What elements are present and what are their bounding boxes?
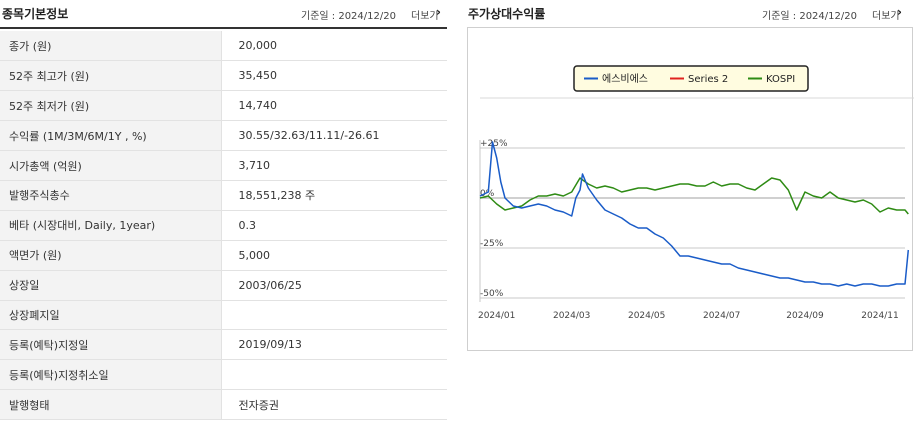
legend-label: Series 2 [688, 74, 728, 85]
more-link[interactable]: 더보기 [411, 11, 439, 22]
info-row-label: 발행형태 [0, 389, 222, 421]
info-row: 상장일 2003/06/25 [0, 270, 447, 301]
info-row-value: 5,000 [221, 240, 447, 271]
info-row-label: 상장폐지일 [0, 300, 222, 331]
info-row-value [221, 359, 447, 391]
info-row: 시가총액 (억원) 3,710 [0, 150, 447, 181]
x-tick-label: 2024/01 [478, 311, 515, 321]
info-row-value: 3,710 [221, 150, 447, 181]
base-date: 기준일 : 2024/12/20 [301, 11, 396, 22]
info-row: 52주 최고가 (원) 35,450 [0, 60, 447, 92]
series-line-2 [479, 177, 909, 215]
chart-legend [573, 65, 809, 92]
info-row: 수익률 (1M/3M/6M/1Y , %) 30.55/32.63/11.11/-… [0, 120, 447, 152]
x-tick-label: 2024/05 [628, 311, 665, 321]
info-row-label: 등록(예탁)지정취소일 [0, 359, 222, 391]
info-row-value: 14,740 [221, 90, 447, 122]
info-row: 상장폐지일 [0, 300, 447, 331]
info-row-value: 0.3 [221, 210, 447, 241]
stock-info-table: 종가 (원) 20,000 52주 최고가 (원) 35,450 52주 최저가 (원)… [0, 31, 447, 421]
info-row-value: 2019/09/13 [221, 329, 447, 361]
info-row: 등록(예탁)지정일 2019/09/13 [0, 329, 447, 361]
info-row: 베타 (시장대비, Daily, 1year) 0.3 [0, 210, 447, 241]
series-line-0 [479, 141, 910, 287]
stock-info-title: 종목기본정보 [2, 7, 69, 21]
info-row-value: 전자증권 [221, 389, 447, 421]
info-row-label: 베타 (시장대비, Daily, 1year) [0, 210, 222, 241]
info-row: 종가 (원) 20,000 [0, 31, 447, 62]
legend-label: 에스비에스 [602, 73, 648, 85]
relative-return-header: 주가상대수익률 기준일 : 2024/12/20 더보기 › [465, 0, 921, 25]
info-row-value: 18,551,238 주 [221, 180, 447, 211]
info-row-value: 35,450 [221, 60, 447, 92]
chart-canvas: +25% 0% -25% -50% 2024/01 2024/03 2024/05 2024/… [478, 65, 914, 321]
info-row: 발행주식총수 18,551,238 주 [0, 180, 447, 211]
info-row-label: 52주 최저가 (원) [0, 90, 222, 122]
chevron-right-icon[interactable]: › [897, 5, 902, 19]
x-tick-label: 2024/11 [861, 311, 898, 321]
x-tick-label: 2024/03 [553, 311, 590, 321]
info-row-value: 30.55/32.63/11.11/-26.61 [221, 120, 447, 152]
y-tick-label: 0% [480, 189, 495, 199]
relative-return-panel: 주가상대수익률 기준일 : 2024/12/20 더보기 › +25% 0% -25… [465, 0, 921, 428]
stock-info-panel: 종목기본정보 기준일 : 2024/12/20 더보기 › 종가 (원) 20,0… [0, 0, 447, 428]
info-row-label: 등록(예탁)지정일 [0, 329, 222, 361]
x-tick-label: 2024/07 [703, 311, 740, 321]
info-row-label: 발행주식총수 [0, 180, 222, 211]
chart-more-link[interactable]: 더보기 [872, 11, 900, 22]
info-row-value: 20,000 [221, 31, 447, 62]
info-row-label: 상장일 [0, 270, 222, 301]
relative-return-chart: +25% 0% -25% -50% 2024/01 2024/03 2024/05 2024/… [467, 27, 914, 351]
chart-base-date: 기준일 : 2024/12/20 [762, 11, 857, 22]
y-tick-label: -25% [480, 239, 504, 249]
info-row-value: 2003/06/25 [221, 270, 447, 301]
x-tick-label: 2024/09 [786, 311, 824, 321]
y-tick-label: -50% [480, 289, 504, 299]
info-row-value [221, 300, 447, 331]
info-row-label: 시가총액 (억원) [0, 150, 222, 181]
info-row-label: 수익률 (1M/3M/6M/1Y , %) [0, 120, 222, 152]
stock-info-header: 종목기본정보 기준일 : 2024/12/20 더보기 › [0, 0, 447, 29]
legend-label: KOSPI [766, 74, 795, 85]
info-row-label: 종가 (원) [0, 31, 222, 62]
relative-return-title: 주가상대수익률 [468, 7, 546, 21]
info-row: 등록(예탁)지정취소일 [0, 359, 447, 391]
info-row: 액면가 (원) 5,000 [0, 240, 447, 271]
y-tick-label: +25% [480, 139, 508, 149]
info-row: 52주 최저가 (원) 14,740 [0, 90, 447, 122]
info-row: 발행형태 전자증권 [0, 389, 447, 421]
info-row-label: 52주 최고가 (원) [0, 60, 222, 92]
info-row-label: 액면가 (원) [0, 240, 222, 271]
chevron-right-icon[interactable]: › [436, 5, 441, 19]
